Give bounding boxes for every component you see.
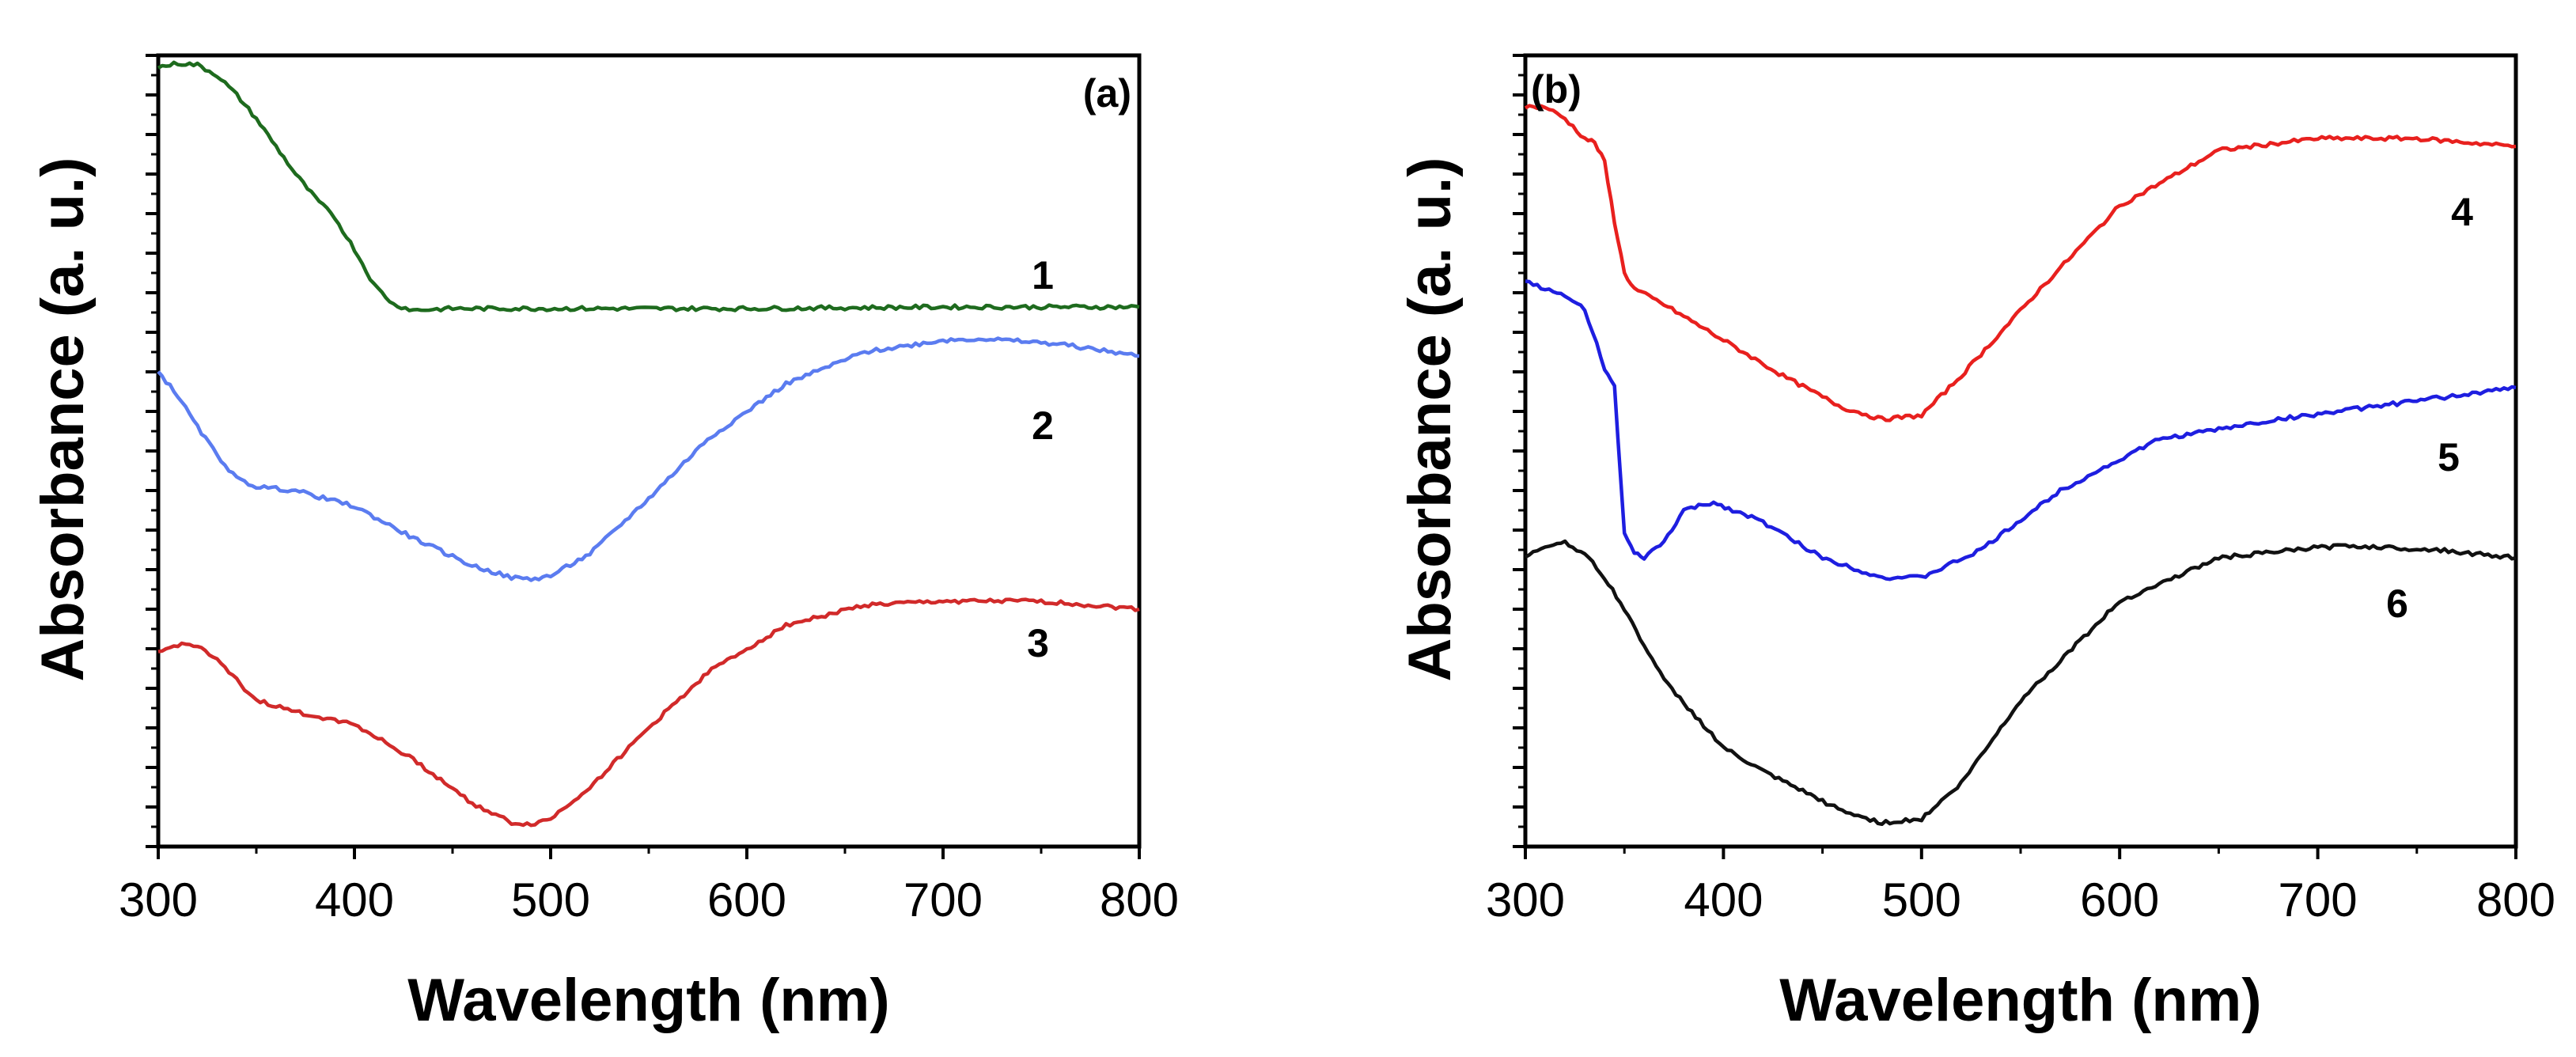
x-tick-label: 400 bbox=[315, 873, 394, 926]
x-tick-label: 700 bbox=[903, 873, 983, 926]
series-group-a bbox=[157, 60, 1140, 828]
y-ticks-b bbox=[1513, 54, 1525, 848]
series-line-3 bbox=[157, 597, 1140, 828]
curve-label-3: 3 bbox=[1027, 621, 1049, 665]
series-line-2 bbox=[157, 336, 1140, 582]
series-line-1 bbox=[157, 60, 1140, 313]
curve-label-6: 6 bbox=[2386, 582, 2408, 626]
y-ticks-a bbox=[146, 54, 158, 848]
x-tick-label: 600 bbox=[707, 873, 786, 926]
y-axis-title-a: Absorbance (a. u.) bbox=[29, 157, 97, 682]
x-tick-label: 300 bbox=[1486, 873, 1565, 926]
curve-label-2: 2 bbox=[1032, 403, 1054, 448]
x-tick-label: 500 bbox=[1882, 873, 1961, 926]
x-ticks-b: 300 400 500 600 700 800 bbox=[1486, 847, 2555, 926]
panel-label-a: (a) bbox=[1083, 71, 1131, 116]
curve-label-4: 4 bbox=[2451, 190, 2473, 234]
series-group-b bbox=[1524, 104, 2517, 827]
x-tick-label: 800 bbox=[1100, 873, 1179, 926]
panel-a: 300 400 500 600 700 800 (a) 1 2 3 Wavelength … bbox=[29, 53, 1179, 1034]
x-axis-title-b: Wavelength (nm) bbox=[1779, 967, 2261, 1034]
panel-label-b: (b) bbox=[1531, 67, 1582, 112]
x-tick-label: 700 bbox=[2279, 873, 2358, 926]
y-axis-title-b: Absorbance (a. u.) bbox=[1396, 157, 1464, 682]
x-axis-title-a: Wavelength (nm) bbox=[407, 967, 889, 1034]
plot-frame-b bbox=[1523, 53, 2518, 849]
x-tick-label: 300 bbox=[119, 873, 198, 926]
x-tick-label: 400 bbox=[1684, 873, 1763, 926]
x-tick-label: 800 bbox=[2476, 873, 2555, 926]
curve-label-1: 1 bbox=[1032, 253, 1054, 297]
panel-b: 300 400 500 600 700 800 (b) 4 5 6 Wavelength … bbox=[1396, 53, 2555, 1034]
series-line-5 bbox=[1525, 279, 2517, 582]
series-line-4 bbox=[1524, 104, 2517, 422]
x-tick-label: 600 bbox=[2080, 873, 2159, 926]
curve-label-5: 5 bbox=[2438, 435, 2460, 479]
series-line-6 bbox=[1524, 539, 2517, 827]
x-tick-label: 500 bbox=[511, 873, 590, 926]
x-ticks-a: 300 400 500 600 700 800 bbox=[119, 847, 1179, 926]
